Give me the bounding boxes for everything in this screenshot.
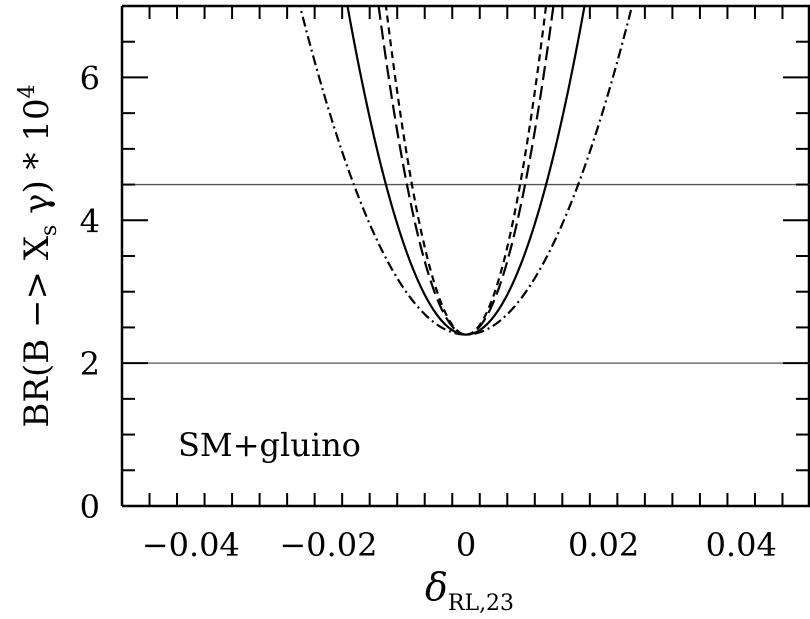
series-curves — [298, 6, 634, 336]
series-line-long-dashed — [377, 6, 555, 336]
series-line-dash-dot — [298, 6, 634, 336]
y-tick-label: 2 — [80, 345, 100, 383]
x-tick-label: 0 — [456, 526, 476, 564]
y-axis-label-superscript: 4 — [15, 84, 40, 98]
y-axis-label-prefix: BR(B −> X — [17, 235, 57, 427]
tick-labels: −0.04 −0.02 0 0.02 0.04 0 2 4 6 — [80, 59, 777, 564]
x-tick-label: −0.02 — [279, 526, 377, 564]
x-axis-label-subscript: RL,23 — [448, 591, 514, 616]
y-axis-label-middle: γ) * 10 — [17, 98, 57, 224]
y-tick-label: 4 — [80, 202, 100, 240]
x-tick-label: 0.02 — [568, 526, 639, 564]
x-axis-label: δRL,23 — [425, 565, 514, 616]
x-tick-label: −0.04 — [142, 526, 240, 564]
x-tick-label: 0.04 — [706, 526, 777, 564]
y-tick-label: 0 — [80, 488, 100, 526]
x-axis-label-symbol: δ — [425, 565, 448, 609]
axis-ticks — [121, 5, 810, 507]
y-tick-label: 6 — [80, 59, 100, 97]
series-line-solid — [346, 6, 586, 336]
y-axis-label-subscript: s — [37, 225, 62, 236]
y-axis-label: BR(B −> Xs γ) * 104 — [15, 84, 62, 427]
annotation-label: SM+gluino — [178, 426, 361, 464]
reference-lines — [122, 183, 810, 364]
